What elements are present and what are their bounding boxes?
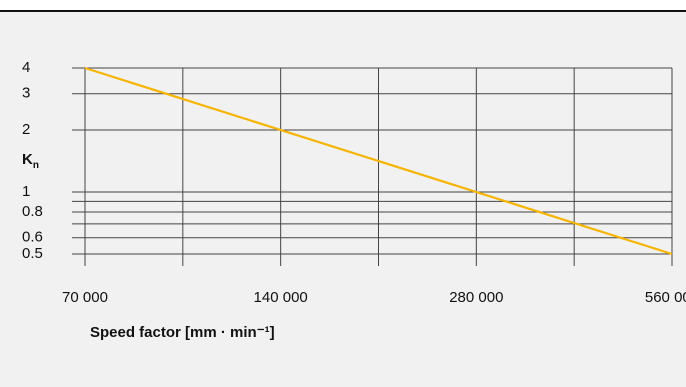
y-tick-label: 0.6 [22, 229, 43, 246]
panel [0, 12, 686, 387]
x-tick-label: 560 000 [645, 289, 686, 306]
y-tick-label: 1 [22, 183, 30, 200]
x-tick-label: 70 000 [62, 289, 108, 306]
y-label-sub: n [33, 160, 39, 171]
y-axis-label: Kn [22, 151, 39, 171]
y-tick-label: 3 [22, 85, 30, 102]
y-tick-label: 0.8 [22, 203, 43, 220]
y-tick-label: 2 [22, 121, 30, 138]
x-axis-label: Speed factor [mm · min⁻¹] [90, 324, 275, 341]
x-tick-label: 280 000 [449, 289, 503, 306]
x-tick-label: 140 000 [254, 289, 308, 306]
series-line [84, 66, 673, 256]
y-label-main: K [22, 151, 33, 168]
y-tick-label: 0.5 [22, 245, 43, 262]
y-tick-label: 4 [22, 59, 30, 76]
